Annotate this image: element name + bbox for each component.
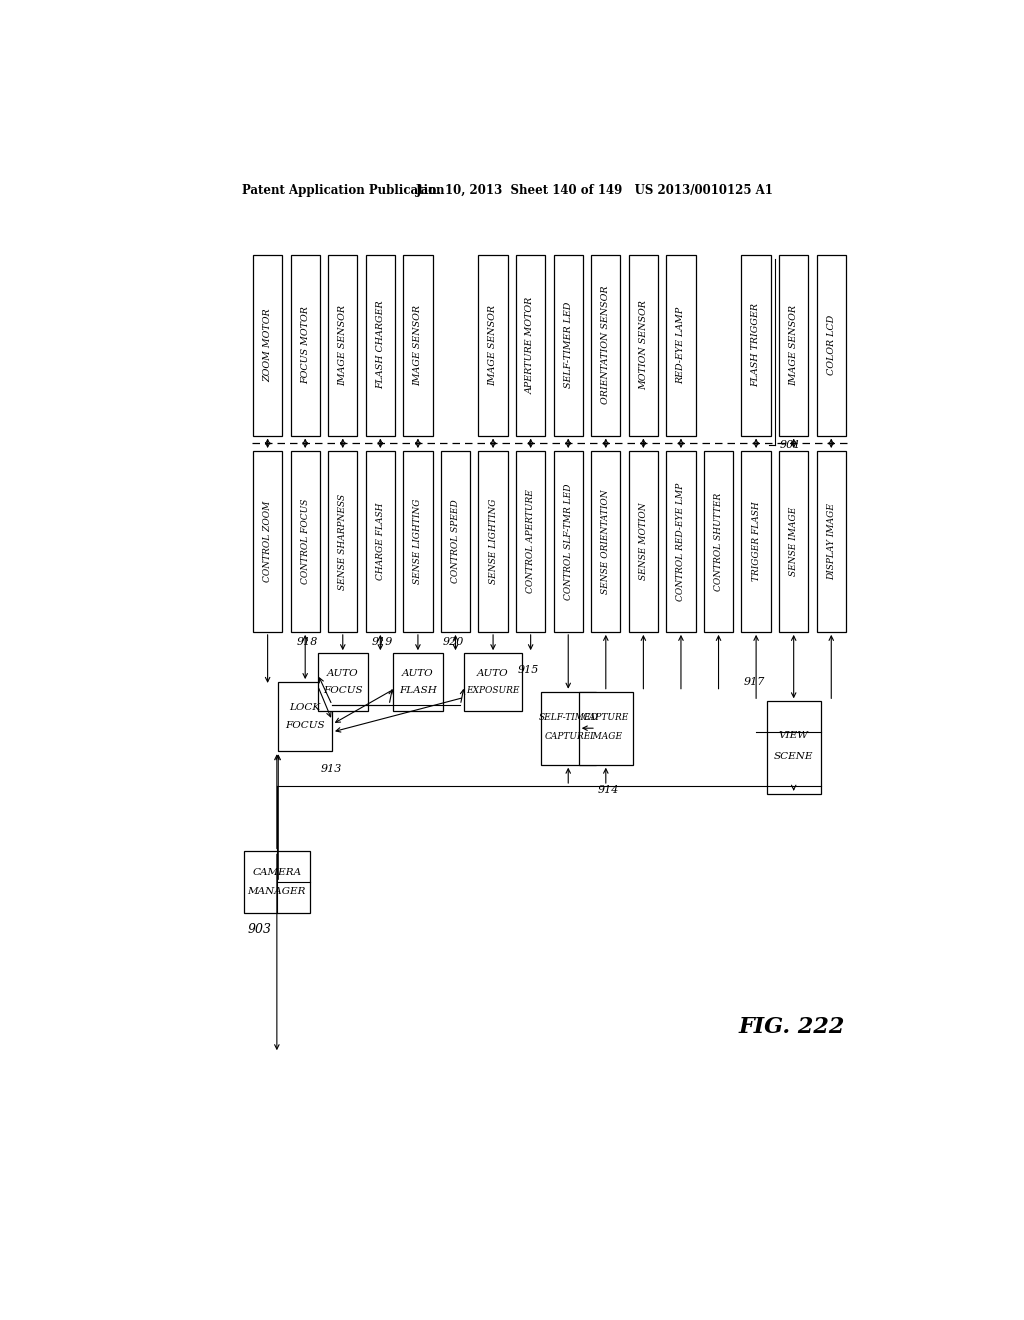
Text: SCENE: SCENE [774,752,813,762]
Text: LOCK: LOCK [290,704,321,711]
Bar [703,451,733,632]
Text: RED-EYE LAMP: RED-EYE LAMP [677,306,685,384]
Text: AUTO: AUTO [327,669,358,678]
Text: CONTROL ZOOM: CONTROL ZOOM [263,500,272,582]
Bar [317,653,368,711]
Text: 901: 901 [779,440,801,450]
Text: CONTROL SHUTTER: CONTROL SHUTTER [714,492,723,590]
Bar [816,451,846,632]
Text: 903: 903 [248,924,272,936]
Text: SENSE LIGHTING: SENSE LIGHTING [414,499,423,585]
Text: 915: 915 [517,665,539,676]
Bar [366,451,395,632]
Bar [741,451,771,632]
Bar [516,255,546,436]
Bar [554,255,583,436]
Bar [629,451,658,632]
Text: CAMERA: CAMERA [252,869,301,878]
Bar [441,451,470,632]
Bar [767,701,820,793]
Text: CONTROL SLF-TMR LED: CONTROL SLF-TMR LED [564,483,572,599]
Bar [516,451,546,632]
Bar [279,682,332,751]
Bar [328,255,357,436]
Text: 919: 919 [372,638,393,647]
Bar [253,255,283,436]
Text: FOCUS MOTOR: FOCUS MOTOR [301,306,309,384]
Bar [478,451,508,632]
Text: SENSE MOTION: SENSE MOTION [639,503,648,581]
Text: IMAGE SENSOR: IMAGE SENSOR [338,305,347,385]
Bar [591,255,621,436]
Text: IMAGE SENSOR: IMAGE SENSOR [488,305,498,385]
Text: DISPLAY IMAGE: DISPLAY IMAGE [826,503,836,579]
Text: 917: 917 [743,677,765,686]
Bar [579,692,633,764]
Bar [291,255,319,436]
Text: FIG. 222: FIG. 222 [739,1016,845,1038]
Text: COLOR LCD: COLOR LCD [826,315,836,375]
Bar [741,255,771,436]
Bar [478,255,508,436]
Text: AUTO: AUTO [402,669,434,678]
Text: FOCUS: FOCUS [323,686,362,694]
Bar [667,451,695,632]
Text: SELF-TIMED: SELF-TIMED [539,713,598,722]
Text: CONTROL FOCUS: CONTROL FOCUS [301,499,309,585]
Text: ZOOM MOTOR: ZOOM MOTOR [263,309,272,381]
Text: CAPTURE: CAPTURE [583,713,629,722]
Text: Patent Application Publication: Patent Application Publication [243,185,444,197]
Text: CONTROL SPEED: CONTROL SPEED [451,499,460,583]
Text: EXPOSURE: EXPOSURE [466,686,520,694]
Text: APERTURE MOTOR: APERTURE MOTOR [526,297,536,393]
Bar [328,451,357,632]
Text: FLASH CHARGER: FLASH CHARGER [376,301,385,389]
Text: MOTION SENSOR: MOTION SENSOR [639,300,648,391]
Text: CHARGE FLASH: CHARGE FLASH [376,503,385,581]
Bar [629,255,658,436]
Text: CONTROL RED-EYE LMP: CONTROL RED-EYE LMP [677,482,685,601]
Text: SELF-TIMER LED: SELF-TIMER LED [564,302,572,388]
Text: SENSE LIGHTING: SENSE LIGHTING [488,499,498,585]
Bar [816,255,846,436]
Bar [554,451,583,632]
Text: SENSE SHARPNESS: SENSE SHARPNESS [338,494,347,590]
Text: VIEW: VIEW [778,731,809,739]
Bar [291,451,319,632]
Bar [253,451,283,632]
Bar [541,692,596,764]
Text: 920: 920 [442,638,464,647]
Bar [244,851,309,913]
Text: 913: 913 [321,764,342,774]
Text: SENSE ORIENTATION: SENSE ORIENTATION [601,490,610,594]
Bar [366,255,395,436]
Text: AUTO: AUTO [477,669,509,678]
Text: ORIENTATION SENSOR: ORIENTATION SENSOR [601,286,610,404]
Text: FOCUS: FOCUS [286,722,325,730]
Text: IMAGE SENSOR: IMAGE SENSOR [414,305,423,385]
Text: 918: 918 [296,638,317,647]
Text: MANAGER: MANAGER [248,887,306,896]
Text: CONTROL APERTURE: CONTROL APERTURE [526,490,536,594]
Text: TRIGGER FLASH: TRIGGER FLASH [752,502,761,581]
Bar [779,451,808,632]
Text: CAPTURE: CAPTURE [545,733,592,741]
Bar [393,653,443,711]
Bar [464,653,522,711]
Text: FLASH: FLASH [399,686,437,694]
Bar [591,451,621,632]
Text: SENSE IMAGE: SENSE IMAGE [790,507,798,576]
Bar [667,255,695,436]
Text: 914: 914 [598,785,620,795]
Bar [403,451,432,632]
Bar [403,255,432,436]
Text: IMAGE: IMAGE [589,733,623,741]
Text: IMAGE SENSOR: IMAGE SENSOR [790,305,798,385]
Text: Jan. 10, 2013  Sheet 140 of 149   US 2013/0010125 A1: Jan. 10, 2013 Sheet 140 of 149 US 2013/0… [416,185,773,197]
Text: FLASH TRIGGER: FLASH TRIGGER [752,304,761,387]
Bar [779,255,808,436]
